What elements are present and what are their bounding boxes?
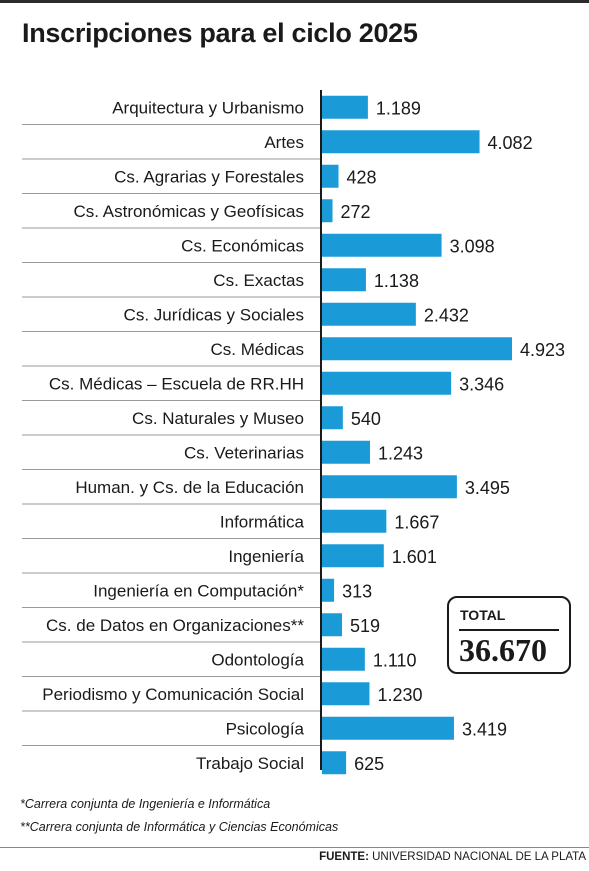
category-label: Cs. Veterinarias [184, 443, 304, 462]
value-label: 2.432 [424, 305, 469, 325]
category-label: Cs. Médicas [210, 340, 304, 359]
bar [322, 95, 368, 119]
bar [322, 199, 333, 223]
value-label: 1.601 [392, 547, 437, 567]
footnote-2: **Carrera conjunta de Informática y Cien… [20, 820, 339, 834]
category-label: Artes [264, 133, 304, 152]
total-value: 36.670 [459, 632, 547, 668]
value-label: 1.189 [376, 98, 421, 118]
category-label: Cs. Médicas – Escuela de RR.HH [49, 374, 304, 393]
category-label: Cs. de Datos en Organizaciones** [46, 616, 304, 635]
value-label: 3.098 [450, 236, 495, 256]
footnote-1: *Carrera conjunta de Ingeniería e Inform… [20, 797, 271, 811]
category-label: Trabajo Social [196, 754, 304, 773]
category-label: Ingeniería en Computación* [93, 581, 304, 600]
source-credit: FUENTE: UNIVERSIDAD NACIONAL DE LA PLATA [319, 851, 586, 863]
bar [322, 613, 343, 637]
bar [322, 544, 384, 568]
bar [322, 268, 366, 292]
value-label: 1.667 [394, 512, 439, 532]
category-label: Cs. Jurídicas y Sociales [124, 305, 304, 324]
bar [322, 509, 387, 533]
category-label: Periodismo y Comunicación Social [42, 685, 304, 704]
category-label: Cs. Exactas [213, 271, 304, 290]
value-label: 519 [350, 616, 380, 636]
bar [322, 475, 457, 499]
bar [322, 406, 343, 430]
category-label: Psicología [226, 719, 305, 738]
bottom-rule [0, 847, 589, 848]
bar [322, 440, 370, 464]
total-label: TOTAL [460, 607, 506, 623]
value-label: 4.923 [520, 340, 565, 360]
bar [322, 337, 512, 361]
value-label: 1.230 [377, 685, 422, 705]
value-label: 428 [347, 167, 377, 187]
category-label: Cs. Económicas [181, 236, 304, 255]
category-label: Cs. Agrarias y Forestales [114, 167, 304, 186]
category-label: Cs. Astronómicas y Geofísicas [73, 202, 304, 221]
source-label: FUENTE: [319, 851, 369, 863]
chart-title: Inscripciones para el ciclo 2025 [22, 18, 418, 48]
category-label: Human. y Cs. de la Educación [75, 478, 304, 497]
category-label: Cs. Naturales y Museo [132, 409, 304, 428]
value-label: 272 [340, 202, 370, 222]
total-divider [459, 629, 559, 631]
category-label: Odontología [211, 650, 304, 669]
bar [322, 716, 454, 740]
value-label: 4.082 [488, 133, 533, 153]
bar [322, 682, 370, 706]
category-label: Ingeniería [228, 547, 304, 566]
bar [322, 233, 442, 257]
bar [322, 371, 452, 395]
bar [322, 578, 335, 602]
total-box: TOTAL 36.670 [447, 596, 571, 674]
top-rule [0, 0, 589, 3]
bar [322, 302, 416, 326]
value-label: 313 [342, 581, 372, 601]
category-label: Informática [220, 512, 305, 531]
category-label: Arquitectura y Urbanismo [112, 98, 304, 117]
source-text: UNIVERSIDAD NACIONAL DE LA PLATA [372, 851, 586, 863]
bar [322, 647, 365, 671]
value-label: 625 [354, 754, 384, 774]
value-label: 1.243 [378, 443, 423, 463]
bar [322, 130, 480, 154]
bar-chart: Arquitectura y Urbanismo 1.189 Artes 4.082 C… [22, 90, 565, 775]
value-label: 3.495 [465, 478, 510, 498]
value-label: 1.138 [374, 271, 419, 291]
value-label: 3.346 [459, 374, 504, 394]
value-label: 1.110 [373, 650, 417, 670]
bar [322, 751, 347, 775]
value-label: 540 [351, 409, 381, 429]
bar [322, 164, 339, 188]
value-label: 3.419 [462, 719, 507, 739]
